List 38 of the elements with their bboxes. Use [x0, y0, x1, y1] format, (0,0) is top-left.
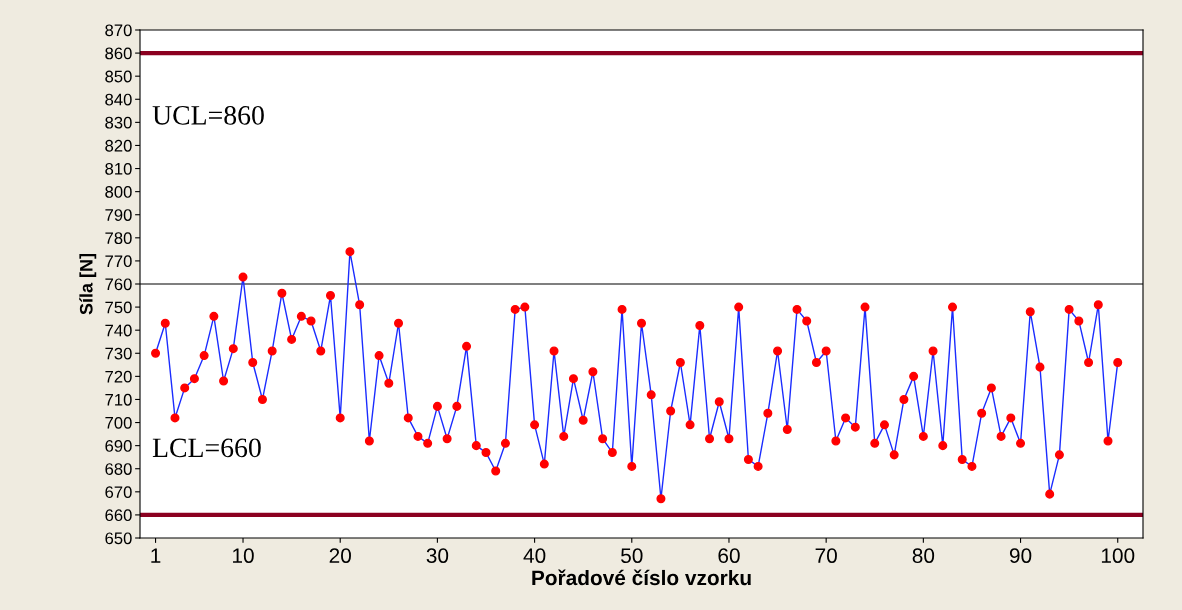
y-tick-label: 810 [105, 162, 132, 175]
y-tick-label: 660 [105, 509, 132, 522]
y-tick-label: 800 [105, 186, 132, 198]
x-axis-title: Pořadové číslo vzorku [532, 569, 751, 586]
y-tick-label: 770 [105, 255, 132, 268]
y-tick-label: 850 [105, 70, 132, 83]
x-tick-label: 60 [718, 548, 740, 564]
y-tick-label: 650 [105, 532, 132, 545]
x-tick-label: 30 [426, 548, 449, 564]
y-tick-label: 760 [105, 278, 132, 291]
y-tick-label: 860 [105, 47, 132, 60]
y-tick-label: 730 [105, 347, 132, 360]
x-tick-label: 50 [621, 548, 643, 564]
x-tick-label: 70 [815, 548, 837, 564]
y-tick-label: 840 [105, 93, 132, 106]
y-tick-label: 740 [105, 324, 132, 337]
x-tick-label: 10 [233, 548, 254, 564]
y-tick-label: 790 [105, 209, 132, 221]
y-tick-label: 780 [105, 232, 132, 245]
x-tick-label: 1 [151, 548, 161, 563]
y-tick-label: 680 [105, 463, 132, 475]
x-tick-label: 20 [329, 548, 351, 564]
y-tick-label: 870 [105, 24, 132, 37]
y-tick-label: 820 [105, 139, 132, 152]
x-tick-label: 90 [1009, 548, 1032, 564]
y-axis-title: Síla [N] [79, 253, 97, 315]
y-tick-label: 720 [105, 370, 132, 383]
x-tick-label: 40 [523, 548, 546, 564]
ref-line-label: UCL=860 [152, 105, 264, 125]
y-tick-label: 750 [105, 301, 132, 314]
x-tick-label: 100 [1101, 548, 1135, 564]
y-tick-label: 670 [105, 486, 132, 499]
y-tick-label: 830 [105, 116, 132, 129]
y-tick-label: 700 [105, 416, 132, 429]
y-tick-label: 710 [105, 393, 132, 406]
y-tick-label: 690 [105, 440, 132, 452]
ref-line-label: LCL=660 [152, 438, 261, 458]
x-tick-label: 80 [912, 548, 935, 564]
